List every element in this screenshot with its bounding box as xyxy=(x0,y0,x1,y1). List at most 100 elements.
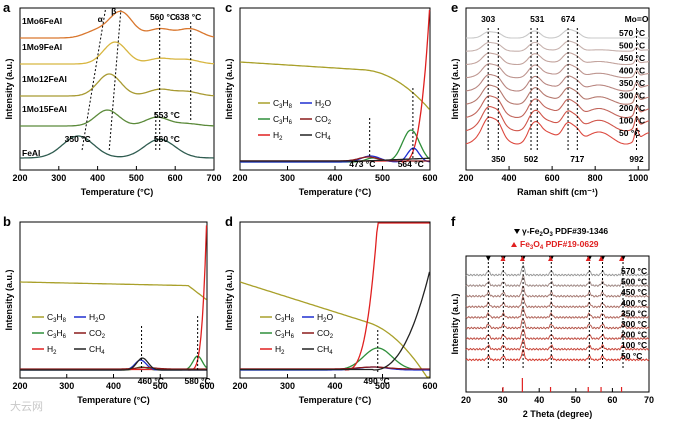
y-axis-label: Intensity (a.u.) xyxy=(4,58,14,119)
panel-f: 20 30 40 50 60 70 2 Theta (degree) Intensity (a… xyxy=(450,214,654,419)
series-label: 300 °C xyxy=(621,319,647,329)
x-tick-label: 700 xyxy=(206,173,221,183)
x-tick-label: 60 xyxy=(607,395,617,405)
plot-frame xyxy=(239,221,431,379)
raman-spectrum xyxy=(465,116,650,145)
xrd-pattern xyxy=(465,305,650,320)
x-tick-label: 200 xyxy=(12,381,27,391)
species-curve xyxy=(20,357,207,371)
legend-label: Fe3O4 PDF#19-0629 xyxy=(520,239,599,251)
x-tick-label: 300 xyxy=(59,381,74,391)
panel-e: 200 400 600 800 1000 Raman shift (cm⁻¹) Intens… xyxy=(450,0,650,197)
x-axis-label: Temperature (°C) xyxy=(81,187,153,197)
peak-label: 502 xyxy=(524,154,538,164)
peak-label: 674 xyxy=(561,14,575,24)
fe3o4-marker xyxy=(585,256,591,261)
species-curve xyxy=(240,271,431,371)
legend-marker xyxy=(514,229,520,234)
species-curve xyxy=(20,355,207,371)
peak-label: 992 xyxy=(629,154,643,164)
x-tick-label: 400 xyxy=(327,173,342,183)
x-tick-label: 70 xyxy=(644,395,654,405)
x-tick-label: 200 xyxy=(12,173,27,183)
legend-label: CO2 xyxy=(89,328,106,340)
x-tick-label: 600 xyxy=(168,173,183,183)
annotation: 560 °C xyxy=(150,12,176,22)
y-axis-label: Intensity (a.u.) xyxy=(450,58,460,119)
annotation: 473 °C xyxy=(349,159,375,169)
raman-spectrum xyxy=(466,52,649,66)
species-curve xyxy=(239,61,430,110)
series-label: 400 °C xyxy=(621,298,647,308)
x-tick-label: 20 xyxy=(461,395,471,405)
panel-letter: d xyxy=(225,214,233,229)
x-tick-label: 400 xyxy=(90,173,105,183)
x-tick-label: 600 xyxy=(422,381,437,391)
watermark: 大云网 xyxy=(10,398,43,414)
legend-marker xyxy=(511,242,517,247)
xrd-pattern xyxy=(465,274,650,288)
plot-frame xyxy=(19,7,215,171)
raman-spectrum xyxy=(465,95,650,119)
annotation: 460 °C xyxy=(138,376,164,386)
fe3o4-marker xyxy=(519,256,525,261)
panel-letter: a xyxy=(3,0,11,15)
species-curve xyxy=(20,366,207,370)
panel-letter: f xyxy=(451,214,456,229)
series-label: 450 °C xyxy=(619,53,645,63)
legend-label: CH4 xyxy=(315,130,331,142)
series-label: 100 °C xyxy=(619,116,645,126)
legend-label: CO2 xyxy=(315,114,332,126)
x-tick-label: 300 xyxy=(51,173,66,183)
peak-label: 717 xyxy=(570,154,584,164)
x-tick-label: 500 xyxy=(153,381,168,391)
annotation: 564 °C xyxy=(398,159,424,169)
series-label: 570 °C xyxy=(621,266,647,276)
panel-c: 200 300 400 500 600 Temperature (°C) Intensity… xyxy=(224,0,438,197)
peak-label: 531 xyxy=(530,14,544,24)
peak-label: Mo=O xyxy=(625,14,649,24)
x-tick-label: 300 xyxy=(280,381,295,391)
series-label: 400 °C xyxy=(619,66,645,76)
raman-spectrum xyxy=(465,105,650,132)
legend-label: C3H6 xyxy=(275,328,295,340)
panel-letter: b xyxy=(3,214,11,229)
legend-label: H2O xyxy=(317,312,333,324)
x-tick-label: 600 xyxy=(422,173,437,183)
x-tick-label: 40 xyxy=(534,395,544,405)
annotation: 490 °C xyxy=(364,376,390,386)
x-axis-label: Raman shift (cm⁻¹) xyxy=(517,187,598,197)
tpr-curve xyxy=(20,73,215,97)
legend-label: H2 xyxy=(47,344,57,356)
series-label: 1Mo6FeAl xyxy=(22,16,62,26)
raman-spectrum xyxy=(465,73,650,92)
x-axis-label: Temperature (°C) xyxy=(299,187,371,197)
legend-label: C3H8 xyxy=(47,312,67,324)
watermark-text: 大云网 xyxy=(10,401,43,413)
y-axis-label: Intensity (a.u.) xyxy=(224,58,234,119)
series-label: 200 °C xyxy=(619,103,645,113)
legend-label: CH4 xyxy=(317,344,333,356)
x-tick-label: 600 xyxy=(199,381,214,391)
legend-label: γ-Fe2O3 PDF#39-1346 xyxy=(522,226,608,238)
x-axis-label: 2 Theta (degree) xyxy=(523,409,593,419)
series-label: 50 °C xyxy=(621,351,642,361)
x-tick-label: 400 xyxy=(502,173,517,183)
species-curve xyxy=(20,281,207,301)
xrd-pattern xyxy=(465,285,650,298)
legend-label: H2O xyxy=(89,312,105,324)
series-label: 350 °C xyxy=(619,78,645,88)
xrd-pattern xyxy=(465,328,650,341)
x-tick-label: 50 xyxy=(571,395,581,405)
x-tick-label: 200 xyxy=(232,173,247,183)
x-axis-label: Temperature (°C) xyxy=(299,395,371,405)
tpr-curve xyxy=(20,10,215,39)
legend-label: H2 xyxy=(275,344,285,356)
x-tick-label: 500 xyxy=(129,173,144,183)
raman-spectrum xyxy=(465,84,650,105)
x-axis-label: Temperature (°C) xyxy=(77,395,149,405)
tpr-curve xyxy=(20,41,215,65)
legend-label: H2O xyxy=(315,98,331,110)
peak-label: 350 xyxy=(491,154,505,164)
